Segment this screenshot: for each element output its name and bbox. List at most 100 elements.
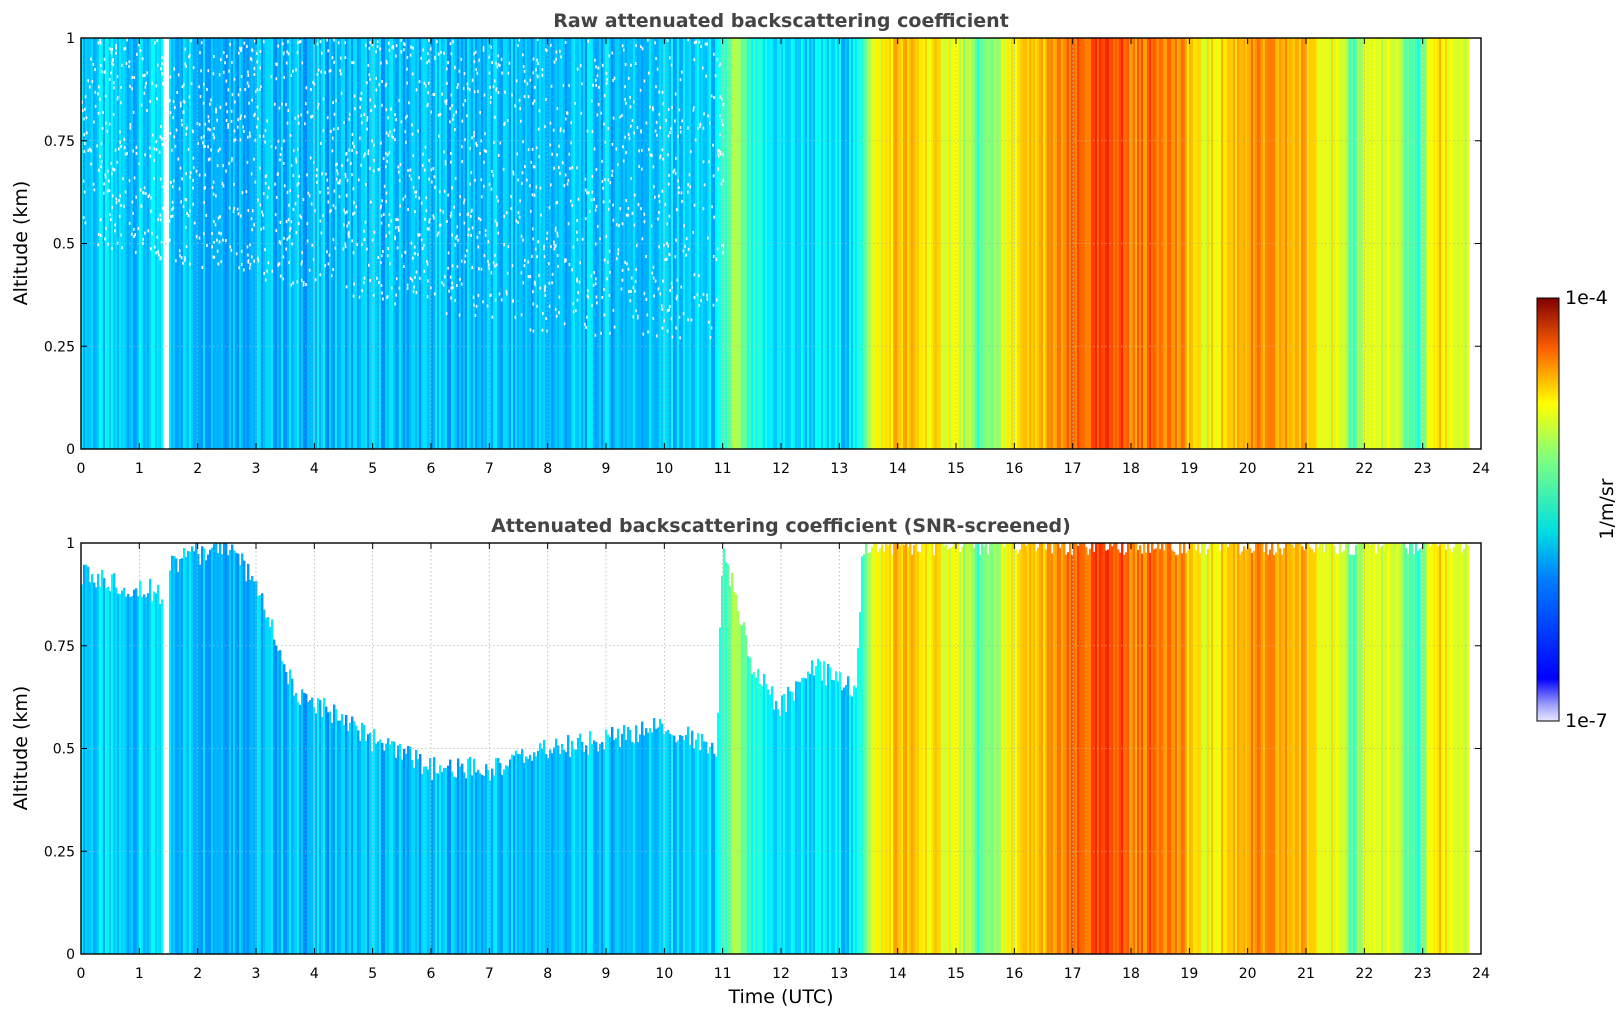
x-tick-label: 8 — [543, 461, 552, 477]
noise-speck — [363, 281, 365, 285]
heatmap-column — [149, 578, 152, 954]
noise-speck — [192, 178, 195, 182]
noise-speck — [532, 57, 535, 61]
noise-speck — [495, 87, 498, 91]
noise-speck — [414, 195, 417, 199]
heatmap-column — [691, 730, 694, 954]
noise-speck — [414, 252, 416, 256]
noise-speck — [617, 248, 620, 252]
heatmap-column — [585, 745, 588, 954]
colorbar: 1e-4 1e-7 1/m/sr — [1536, 287, 1618, 732]
noise-speck — [578, 280, 581, 284]
noise-speck — [661, 307, 664, 311]
noise-speck — [209, 102, 211, 106]
noise-speck — [683, 224, 685, 228]
heatmap-column — [1079, 38, 1082, 449]
x-axis-label: Time (UTC) — [727, 986, 833, 1008]
noise-speck — [388, 212, 391, 216]
noise-speck — [618, 224, 620, 228]
noise-speck — [172, 206, 174, 210]
noise-speck — [327, 200, 330, 204]
heatmap-column — [1231, 543, 1234, 954]
noise-speck — [608, 199, 611, 203]
noise-speck — [451, 104, 453, 108]
noise-speck — [472, 295, 475, 299]
noise-speck — [452, 117, 454, 121]
heatmap-column — [587, 754, 590, 954]
heatmap-column — [365, 740, 368, 954]
heatmap-column — [781, 695, 784, 954]
noise-speck — [550, 183, 552, 187]
heatmap-column — [283, 664, 286, 954]
noise-speck — [663, 319, 665, 323]
noise-speck — [699, 122, 702, 126]
noise-speck — [237, 118, 239, 122]
noise-speck — [328, 253, 331, 257]
noise-speck — [666, 222, 669, 226]
noise-speck — [106, 129, 109, 133]
noise-speck — [406, 283, 409, 287]
raw-y-axis-label: Altitude (km) — [10, 181, 32, 306]
noise-speck — [595, 78, 597, 82]
noise-speck — [99, 154, 101, 158]
noise-speck — [450, 151, 452, 155]
heatmap-column — [83, 564, 86, 954]
noise-speck — [253, 114, 256, 118]
noise-speck — [366, 115, 369, 119]
heatmap-column — [599, 743, 602, 954]
noise-speck — [182, 110, 185, 114]
heatmap-column — [413, 767, 416, 954]
heatmap-column — [763, 673, 766, 954]
noise-speck — [135, 195, 138, 199]
noise-speck — [153, 159, 156, 163]
noise-speck — [224, 61, 226, 65]
noise-speck — [459, 277, 461, 281]
heatmap-column — [511, 38, 514, 449]
heatmap-column — [235, 38, 238, 449]
x-tick-label: 9 — [602, 461, 611, 477]
noise-speck — [81, 100, 84, 104]
noise-speck — [225, 169, 227, 173]
heatmap-column — [635, 38, 638, 449]
heatmap-column — [671, 38, 674, 449]
noise-speck — [103, 182, 105, 186]
noise-speck — [96, 144, 98, 148]
heatmap-column — [239, 38, 242, 449]
noise-speck — [83, 133, 85, 137]
noise-speck — [230, 248, 233, 252]
noise-speck — [240, 214, 242, 218]
noise-speck — [342, 247, 345, 251]
noise-speck — [395, 293, 398, 297]
heatmap-column — [1159, 549, 1162, 954]
noise-speck — [576, 298, 579, 302]
heatmap-column — [795, 38, 798, 449]
noise-speck — [429, 47, 432, 51]
noise-speck — [380, 141, 382, 145]
noise-speck — [693, 58, 696, 62]
heatmap-column — [395, 38, 398, 449]
noise-speck — [713, 215, 715, 219]
noise-speck — [667, 107, 670, 111]
noise-speck — [304, 122, 306, 126]
noise-speck — [621, 44, 624, 48]
noise-speck — [667, 153, 669, 157]
heatmap-column — [1429, 546, 1432, 954]
noise-speck — [369, 40, 372, 44]
noise-speck — [249, 134, 251, 138]
heatmap-column — [1303, 38, 1306, 449]
noise-speck — [90, 162, 92, 166]
heatmap-column — [727, 38, 730, 449]
noise-speck — [407, 168, 409, 172]
noise-speck — [554, 228, 557, 232]
heatmap-column — [891, 554, 894, 954]
noise-speck — [483, 160, 485, 164]
noise-speck — [685, 253, 688, 257]
noise-speck — [298, 222, 300, 226]
noise-speck — [251, 48, 253, 52]
noise-speck — [635, 244, 638, 248]
heatmap-column — [461, 763, 464, 954]
noise-speck — [302, 281, 305, 285]
noise-speck — [460, 57, 463, 61]
heatmap-column — [1311, 38, 1314, 449]
noise-speck — [254, 138, 257, 142]
